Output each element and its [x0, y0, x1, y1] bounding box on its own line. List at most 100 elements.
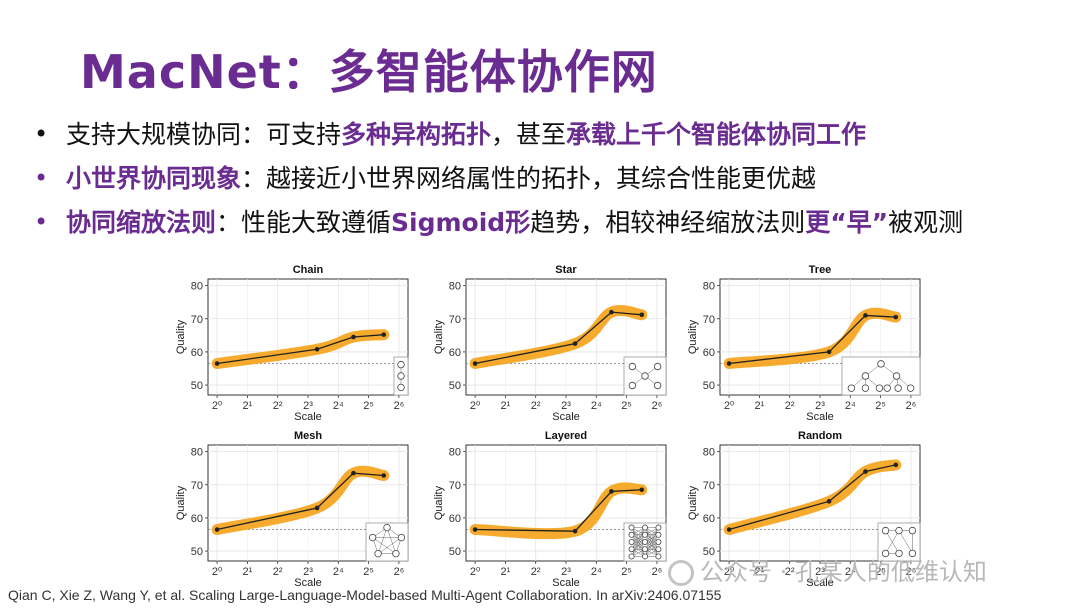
topology-edge [631, 527, 646, 550]
topology-node [628, 381, 637, 390]
topology-node [877, 360, 885, 368]
y-tick-label: 50 [703, 380, 715, 392]
topology-node [383, 523, 391, 532]
bullet-highlight: 多种异构拓扑 [341, 120, 492, 149]
bullet-text: 支持大规模协同：可支持 [66, 120, 342, 149]
data-point [639, 312, 645, 318]
y-tick-label: 50 [449, 546, 461, 558]
data-point [863, 469, 868, 474]
data-point [314, 346, 320, 352]
data-point [381, 473, 387, 478]
confidence-band [723, 307, 902, 370]
y-tick-label: 50 [191, 380, 203, 392]
bullet-item-2: • 小世界协同现象：越接近小世界网络属性的拓扑，其综合性能更优越 [34, 164, 1074, 192]
data-point [214, 361, 220, 366]
mesh-topology-icon [365, 522, 409, 562]
watermark-text: 公众号 · 孔某人的低维认知 [700, 558, 987, 586]
topology-edge [631, 527, 646, 543]
series-line [216, 472, 384, 531]
chart-panel-random: Random 50 60 70 80 2⁰ 2² 2⁴ 2⁶ 2¹ 2³ 2⁵ Scale Quality [682, 428, 932, 593]
topology-node [894, 384, 902, 392]
topology-node [861, 372, 870, 380]
x-tick-label: 2³ [303, 400, 313, 412]
bullet-item-1: • 支持大规模协同：可支持多种异构拓扑，甚至承载上千个智能体协同工作 [34, 120, 1074, 149]
confidence-band [469, 482, 648, 540]
confidence-band [211, 465, 390, 536]
data-point [351, 470, 356, 476]
x-tick-label: 2⁵ [363, 566, 374, 578]
data-point [214, 527, 220, 532]
topology-edge [644, 541, 659, 557]
y-tick-label: 60 [191, 513, 203, 525]
confidence-band [469, 304, 648, 370]
topology-node [655, 524, 662, 531]
bullet-highlight: 更“早” [805, 208, 889, 237]
chart-title: Chain [293, 264, 324, 276]
x-tick-label: 2⁴ [591, 400, 602, 412]
y-axis-label: Quality [433, 319, 445, 354]
y-tick-label: 70 [191, 480, 203, 492]
topology-node [908, 549, 917, 558]
data-point [609, 309, 614, 315]
y-axis-label: Quality [175, 319, 187, 354]
topology-node [374, 549, 382, 558]
star-topology-icon [623, 356, 667, 396]
x-tick-label: 2⁵ [875, 566, 886, 578]
topology-node [628, 546, 635, 553]
chart-svg: Star 50 60 70 80 2⁰ 2² 2⁴ 2⁶ 2¹ 2³ 2⁵ Scale Quality [433, 264, 667, 423]
topology-node [641, 524, 648, 531]
chart-svg: Random 50 60 70 80 2⁰ 2² 2⁴ 2⁶ 2¹ 2³ 2⁵ Scale Quality [687, 430, 921, 589]
data-point [726, 361, 732, 366]
chart-title: Layered [545, 430, 587, 442]
data-point [351, 334, 356, 340]
y-tick-label: 50 [449, 380, 461, 392]
topology-edge [644, 527, 659, 550]
topology-edge [377, 527, 388, 554]
topology-edge [386, 527, 397, 554]
bullet-dot: • [34, 164, 49, 192]
data-point [863, 313, 868, 318]
y-tick-label: 80 [449, 447, 461, 459]
topology-node [875, 384, 884, 392]
slide-title: MacNet：多智能体协作网 [80, 45, 658, 99]
y-tick-label: 60 [449, 513, 461, 525]
topology-edge [644, 527, 659, 557]
y-tick-label: 60 [703, 513, 715, 525]
random-topology-icon [877, 522, 921, 562]
topology-node [906, 384, 915, 392]
x-tick-label: 2² [531, 400, 541, 412]
topology-node [653, 381, 662, 390]
topology-node [368, 533, 377, 542]
topology-node [655, 553, 662, 560]
series-line [728, 464, 896, 531]
x-tick-label: 2³ [561, 566, 571, 578]
x-tick-label: 2⁴ [333, 400, 344, 412]
x-tick-label: 2⁶ [394, 566, 405, 578]
y-tick-label: 60 [191, 347, 203, 359]
topology-node [628, 531, 635, 538]
topology-edge [372, 537, 397, 554]
x-axis-label: Scale [294, 411, 322, 423]
data-point [472, 527, 478, 532]
chart-panel-chain: Chain 50 60 70 80 2⁰ 2² 2⁴ 2⁶ 2¹ 2³ 2⁵ Scale Quality [170, 262, 420, 427]
x-tick-label: 2⁵ [621, 400, 632, 412]
x-tick-label: 2³ [561, 400, 571, 412]
bullet-text: ，甚至 [491, 120, 567, 149]
x-tick-label: 2² [531, 566, 541, 578]
data-point [472, 361, 478, 366]
x-axis-label: Scale [552, 411, 580, 423]
topology-edge [377, 537, 402, 554]
x-tick-label: 2² [785, 566, 795, 578]
topology-node [908, 526, 917, 535]
topology-node [397, 533, 406, 542]
x-tick-label: 2¹ [501, 566, 511, 578]
x-tick-label: 2⁰ [470, 566, 481, 578]
confidence-band [723, 459, 902, 536]
x-tick-label: 2¹ [501, 400, 511, 412]
x-tick-label: 2⁵ [621, 566, 632, 578]
chart-svg: Mesh 50 60 70 80 2⁰ 2² 2⁴ 2⁶ 2¹ 2³ 2⁵ Scale Quality [175, 430, 409, 589]
chart-title: Random [798, 430, 842, 442]
data-point [572, 528, 578, 534]
x-tick-label: 2⁰ [212, 400, 223, 412]
y-tick-label: 80 [703, 281, 715, 293]
